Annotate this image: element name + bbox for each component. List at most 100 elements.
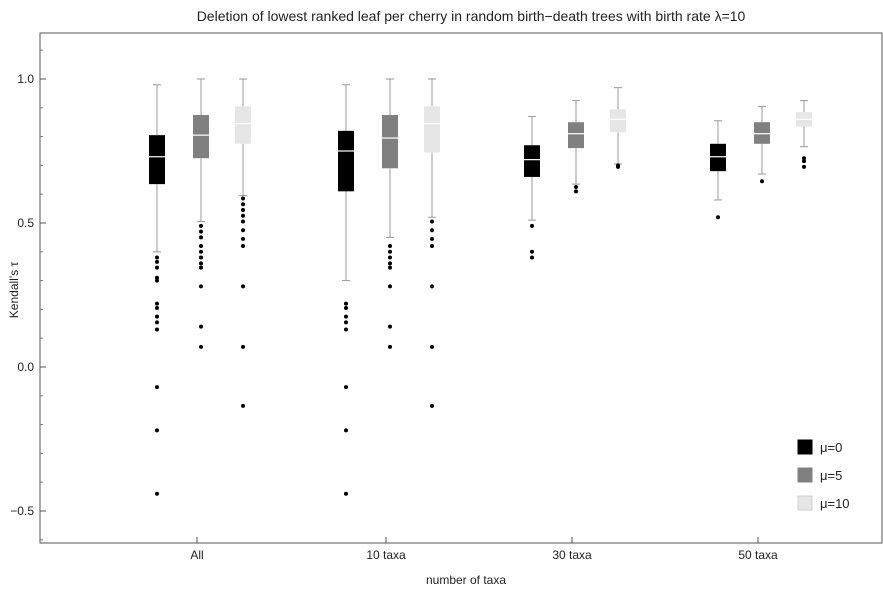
plot-frame [39, 32, 883, 544]
outlier-point [344, 428, 348, 433]
outlier-point [199, 265, 203, 270]
outlier-point [388, 344, 392, 349]
iqr-box [524, 145, 540, 177]
y-tick-label: 0.0 [17, 360, 34, 374]
outlier-point [155, 314, 159, 319]
outlier-point [430, 403, 434, 408]
outlier-point [241, 219, 245, 224]
outlier-point [155, 428, 159, 433]
outlier-point [199, 261, 203, 266]
outlier-point [344, 491, 348, 496]
outlier-point [388, 284, 392, 289]
x-tick-label: 10 taxa [366, 548, 406, 562]
box-plot [610, 87, 626, 169]
outlier-point [199, 223, 203, 228]
iqr-box [193, 115, 209, 159]
x-axis-label: number of taxa [426, 573, 506, 587]
outlier-point [199, 344, 203, 349]
box-plot [710, 120, 726, 220]
box-plot [796, 100, 812, 169]
iqr-box [754, 122, 770, 144]
outlier-point [241, 208, 245, 213]
outlier-point [344, 305, 348, 310]
box-plot [149, 84, 165, 496]
y-axis-label: Kendall's τ [7, 262, 21, 319]
outlier-point [155, 265, 159, 270]
iqr-box [710, 143, 726, 172]
outlier-point [388, 249, 392, 254]
box-plot [424, 78, 440, 408]
outlier-point [155, 305, 159, 310]
x-tick-label: 30 taxa [552, 548, 592, 562]
iqr-box [382, 115, 398, 169]
outlier-point [344, 327, 348, 332]
legend-label: μ=10 [820, 496, 850, 511]
outlier-point [155, 320, 159, 325]
outlier-point [155, 278, 159, 283]
outlier-point [199, 284, 203, 289]
series-0 [149, 84, 726, 496]
outlier-point [241, 403, 245, 408]
iqr-box [424, 106, 440, 153]
outlier-point [574, 189, 578, 194]
outlier-point [530, 255, 534, 260]
outlier-point [388, 244, 392, 249]
outlier-point [155, 259, 159, 264]
iqr-box [568, 122, 584, 149]
outlier-point [241, 228, 245, 233]
outlier-point [530, 223, 534, 228]
outlier-point [574, 185, 578, 189]
y-tick-label: 0.5 [17, 216, 34, 230]
iqr-box [149, 135, 165, 185]
x-axis: All 10 taxa 30 taxa 50 taxa [190, 537, 778, 562]
outlier-point [716, 215, 720, 220]
outlier-point [344, 385, 348, 390]
outlier-point [430, 219, 434, 224]
box-plot [524, 115, 540, 260]
outlier-point [430, 236, 434, 241]
y-axis: 1.0 0.5 0.0 −0.5 [10, 49, 46, 541]
outlier-point [344, 320, 348, 325]
box-plot [235, 78, 251, 408]
outlier-point [344, 301, 348, 306]
series-2 [235, 78, 812, 408]
legend-label: μ=0 [820, 440, 842, 455]
iqr-box [338, 130, 354, 192]
iqr-box [235, 106, 251, 144]
x-tick-label: 50 taxa [738, 548, 778, 562]
outlier-point [388, 255, 392, 260]
outlier-point [616, 164, 620, 169]
legend-label: μ=5 [820, 468, 842, 483]
box-plot [754, 105, 770, 184]
outlier-point [241, 244, 245, 249]
box-series-group [149, 78, 812, 496]
outlier-point [199, 229, 203, 234]
outlier-point [430, 284, 434, 289]
outlier-point [388, 265, 392, 270]
legend-swatch [797, 467, 813, 483]
x-tick-label: All [190, 548, 203, 562]
y-tick-label: 1.0 [17, 72, 34, 86]
outlier-point [802, 156, 806, 161]
series-1 [193, 78, 770, 349]
chart-title: Deletion of lowest ranked leaf per cherr… [197, 8, 746, 24]
iqr-box [610, 109, 626, 133]
legend: μ=0 μ=5 μ=10 [797, 439, 850, 511]
outlier-point [241, 284, 245, 289]
outlier-point [388, 261, 392, 266]
outlier-point [155, 491, 159, 496]
outlier-point [199, 244, 203, 249]
outlier-point [241, 344, 245, 349]
legend-swatch [797, 439, 813, 455]
outlier-point [241, 213, 245, 218]
outlier-point [760, 179, 764, 184]
box-plot [338, 84, 354, 496]
outlier-point [241, 196, 245, 201]
outlier-point [199, 255, 203, 260]
outlier-point [155, 301, 159, 306]
outlier-point [155, 327, 159, 332]
box-plot [382, 78, 398, 349]
box-plot [568, 100, 584, 194]
outlier-point [155, 385, 159, 390]
y-tick-label: −0.5 [10, 504, 34, 518]
